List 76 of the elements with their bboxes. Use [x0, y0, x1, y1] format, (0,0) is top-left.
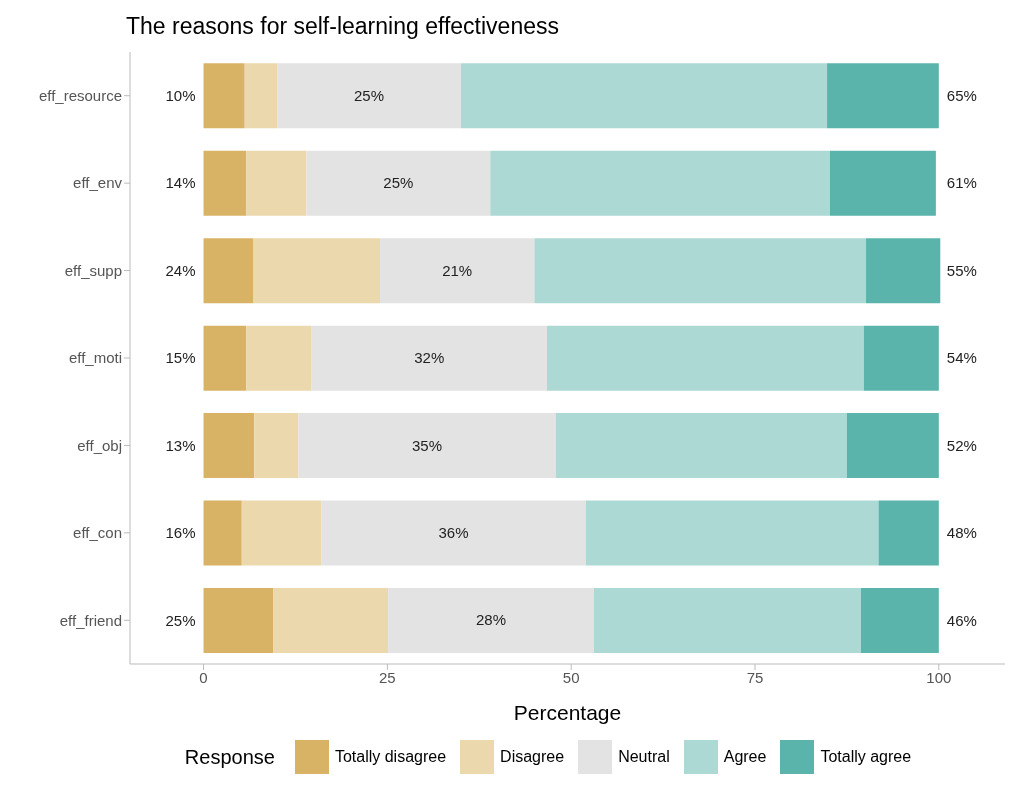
- bar: [321, 500, 586, 566]
- bar: [380, 238, 535, 304]
- data-label: 36%: [438, 524, 469, 542]
- annotation: 24%: [165, 261, 196, 279]
- x-axis-title: Percentage: [513, 701, 622, 724]
- bar: [306, 150, 491, 216]
- bar: [830, 150, 936, 216]
- data-label: 21%: [442, 261, 473, 279]
- bar: [298, 413, 556, 479]
- annotation: 14%: [165, 174, 196, 192]
- bar: [203, 63, 245, 129]
- bar: [460, 63, 828, 129]
- bar: [534, 238, 867, 304]
- x-tick-label: 50: [562, 668, 580, 686]
- legend-label: Totally agree: [820, 748, 912, 766]
- data-label: 35%: [412, 436, 443, 454]
- chart-title: The reasons for self-learning effectiveness: [125, 12, 560, 41]
- legend-title: Response: [184, 745, 275, 769]
- y-tick-label: eff_friend: [59, 611, 122, 629]
- bar: [203, 587, 274, 653]
- bar: [203, 325, 247, 391]
- x-tick-label: 75: [746, 668, 764, 686]
- bar: [555, 413, 847, 479]
- annotation: 52%: [946, 436, 977, 454]
- legend-label: Disagree: [500, 748, 565, 766]
- bar: [246, 325, 312, 391]
- data-label: 32%: [414, 349, 445, 367]
- bar: [585, 500, 879, 566]
- annotation: 54%: [946, 349, 977, 367]
- bar: [273, 587, 389, 653]
- annotation: 61%: [946, 174, 977, 192]
- bar: [241, 500, 322, 566]
- bar: [244, 63, 278, 129]
- annotation: 55%: [946, 261, 977, 279]
- bar: [846, 413, 939, 479]
- bar: [203, 413, 255, 479]
- x-tick-label: 100: [926, 668, 952, 686]
- data-label: 25%: [353, 86, 384, 104]
- y-tick-label: eff_supp: [64, 261, 122, 279]
- bar: [203, 238, 254, 304]
- bar: [311, 325, 547, 391]
- y-tick-label: eff_moti: [68, 349, 122, 367]
- data-label: 28%: [476, 611, 507, 629]
- bar: [546, 325, 864, 391]
- data-label: 25%: [383, 174, 414, 192]
- annotation: 15%: [165, 349, 196, 367]
- bar: [203, 150, 247, 216]
- bar: [593, 587, 861, 653]
- bar: [866, 238, 941, 304]
- annotation: 16%: [165, 524, 196, 542]
- y-tick-label: eff_obj: [77, 436, 122, 454]
- annotation: 13%: [165, 436, 196, 454]
- bar: [490, 150, 830, 216]
- bar: [878, 500, 939, 566]
- bar: [388, 587, 594, 653]
- x-tick-label: 25: [379, 668, 396, 686]
- bar: [203, 500, 242, 566]
- y-tick-label: eff_env: [73, 174, 123, 192]
- annotation: 10%: [165, 87, 196, 105]
- bar: [827, 63, 939, 129]
- annotation: 46%: [946, 611, 977, 629]
- annotation: 25%: [165, 611, 196, 629]
- y-tick-label: eff_resource: [38, 87, 122, 105]
- bar: [254, 413, 299, 479]
- annotation: 48%: [946, 524, 977, 542]
- legend-label: Totally disagree: [334, 748, 447, 766]
- bar: [246, 150, 307, 216]
- bar: [863, 325, 939, 391]
- legend-label: Agree: [723, 748, 767, 766]
- bar: [860, 587, 939, 653]
- legend-label: Neutral: [618, 748, 670, 766]
- x-tick-label: 0: [199, 668, 208, 686]
- y-tick-label: eff_con: [73, 524, 122, 542]
- annotation: 65%: [946, 87, 977, 105]
- bar: [253, 238, 380, 304]
- bar: [277, 63, 461, 129]
